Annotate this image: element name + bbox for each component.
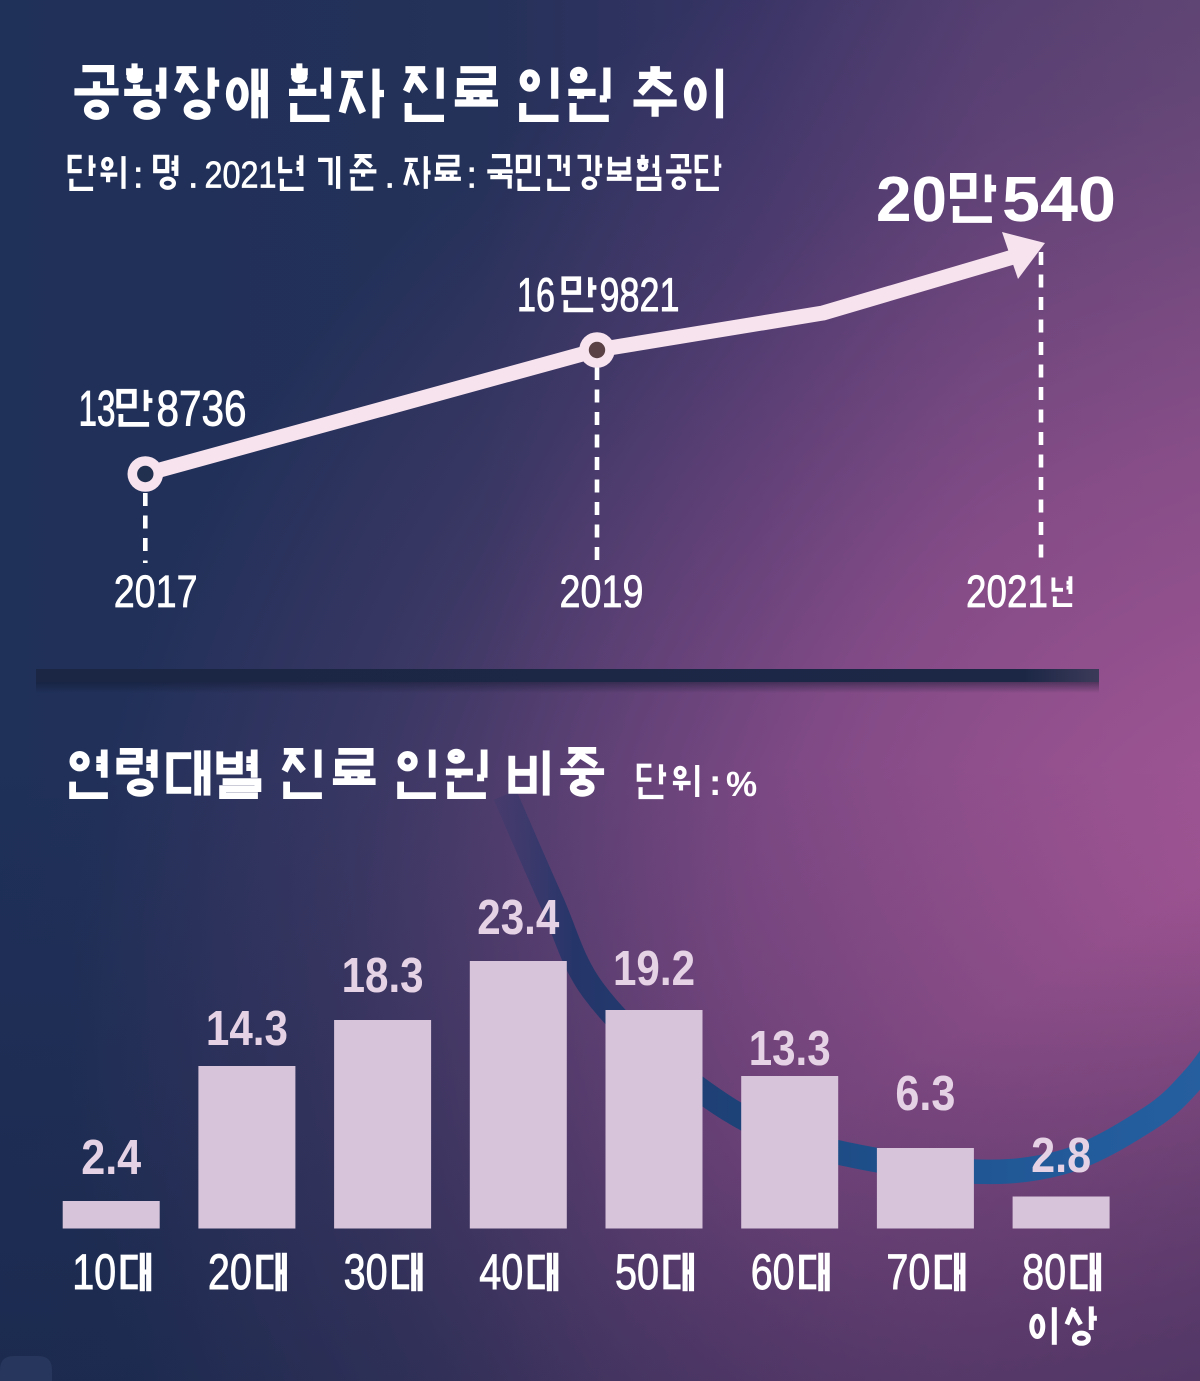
svg-text::: :: [467, 154, 477, 196]
svg-text:2019: 2019: [560, 566, 644, 617]
svg-text:14.3: 14.3: [206, 1001, 288, 1056]
svg-text:80: 80: [1022, 1244, 1066, 1300]
svg-text:13.3: 13.3: [749, 1021, 831, 1076]
svg-text:2021: 2021: [205, 154, 277, 196]
svg-text::: :: [133, 154, 143, 196]
svg-text:30: 30: [344, 1244, 388, 1300]
svg-text:13: 13: [79, 381, 116, 437]
svg-text:540: 540: [1002, 163, 1116, 235]
svg-text:.: .: [188, 154, 198, 196]
svg-text:8736: 8736: [157, 381, 247, 437]
svg-text:20: 20: [876, 163, 947, 235]
svg-text:50: 50: [615, 1244, 659, 1300]
svg-text:10: 10: [72, 1244, 116, 1300]
svg-text:%: %: [726, 765, 757, 804]
svg-text:.: .: [385, 154, 395, 196]
svg-text:6.3: 6.3: [895, 1066, 955, 1121]
svg-text:18.3: 18.3: [342, 948, 424, 1003]
svg-text:2.8: 2.8: [1031, 1128, 1091, 1183]
svg-text:2.4: 2.4: [81, 1130, 141, 1185]
svg-text:40: 40: [479, 1244, 523, 1300]
svg-text::: :: [709, 762, 721, 803]
svg-text:70: 70: [886, 1244, 930, 1300]
svg-text:16: 16: [517, 269, 555, 322]
svg-text:2021: 2021: [966, 566, 1048, 617]
svg-text:60: 60: [751, 1244, 795, 1300]
svg-text:19.2: 19.2: [613, 941, 695, 996]
svg-text:9821: 9821: [600, 269, 680, 322]
svg-text:20: 20: [208, 1244, 252, 1300]
svg-text:23.4: 23.4: [477, 890, 559, 945]
svg-text:2017: 2017: [114, 566, 198, 617]
